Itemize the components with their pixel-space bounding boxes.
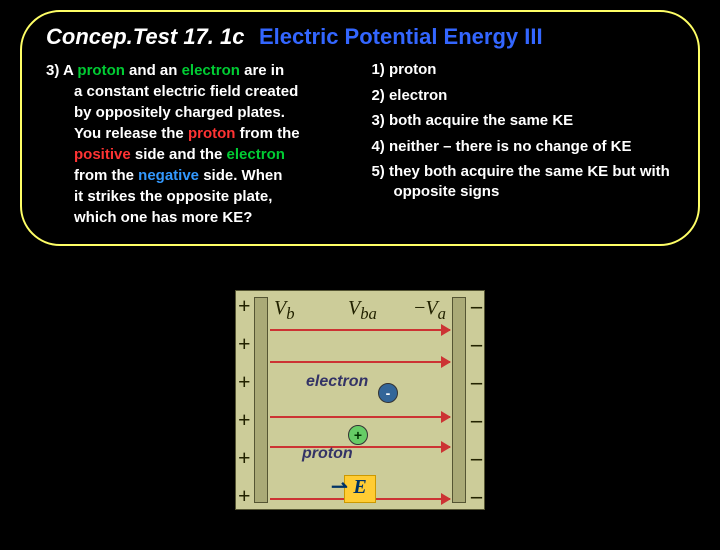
e-letter: E <box>353 476 366 498</box>
q-mid2: are in <box>240 62 284 79</box>
q-electron2: electron <box>227 146 285 163</box>
proton-label: proton <box>302 445 353 463</box>
va-label: −Va <box>414 297 446 324</box>
title-right: Electric Potential Energy III <box>259 24 543 49</box>
vba-label: Vba <box>348 297 377 324</box>
q-negative: negative <box>138 167 199 184</box>
question-box: Concep.Test 17. 1c Electric Potential En… <box>20 10 700 246</box>
electron-label: electron <box>306 373 368 391</box>
q-electron: electron <box>182 62 240 79</box>
plus-charge: + <box>238 407 251 433</box>
q-line1: a constant electric field created <box>74 83 298 100</box>
capacitor-diagram: + + + + + + – – – – – – Vb Vba −Va elect… <box>235 290 485 540</box>
q-mid1: and an <box>125 62 182 79</box>
field-line <box>270 329 450 331</box>
proton-particle: + <box>348 425 368 445</box>
q-positive: positive <box>74 146 131 163</box>
vb-sub: b <box>286 304 294 323</box>
plus-charge: + <box>238 293 251 319</box>
plus-charge: + <box>238 483 251 509</box>
q-line5b: side. When <box>203 167 282 184</box>
e-field-box: ⇀ E <box>344 475 376 503</box>
q-line2: by oppositely charged plates. <box>74 104 285 121</box>
answer-1: 1) proton <box>371 60 674 80</box>
q-line3b: from the <box>240 125 300 142</box>
q-lead: 3) A <box>46 62 77 79</box>
minus-charge: – <box>471 331 482 357</box>
electron-particle: - <box>378 383 398 403</box>
answer-2: 2) electron <box>371 86 674 106</box>
plus-charge: + <box>238 445 251 471</box>
minus-charge: – <box>471 445 482 471</box>
field-line <box>270 446 450 448</box>
minus-charge: – <box>471 369 482 395</box>
question-text: 3) A proton and an electron are in a con… <box>46 60 347 228</box>
left-plate <box>254 297 268 503</box>
minus-charge: – <box>471 483 482 509</box>
minus-charge: – <box>471 293 482 319</box>
q-line7: which one has more KE? <box>74 209 252 226</box>
q-line3a: You release the <box>74 125 188 142</box>
answer-4: 4) neither – there is no change of KE <box>371 137 674 157</box>
title-row: Concep.Test 17. 1c Electric Potential En… <box>46 24 674 50</box>
va-v: V <box>425 297 437 319</box>
answers-list: 1) proton 2) electron 3) both acquire th… <box>371 60 674 228</box>
vba-sub: ba <box>360 304 377 323</box>
plus-charge: + <box>238 369 251 395</box>
q-line5a: from the <box>74 167 138 184</box>
field-line <box>270 361 450 363</box>
answer-5: 5) they both acquire the same KE but wit… <box>371 162 674 201</box>
field-line <box>270 416 450 418</box>
plus-charge: + <box>238 331 251 357</box>
capacitor-body: + + + + + + – – – – – – Vb Vba −Va elect… <box>235 290 485 510</box>
vb-v: V <box>274 297 286 319</box>
right-plate <box>452 297 466 503</box>
va-sub: a <box>438 304 446 323</box>
q-line6: it strikes the opposite plate, <box>74 188 272 205</box>
answer-3: 3) both acquire the same KE <box>371 111 674 131</box>
q-line4a: side and the <box>135 146 227 163</box>
content-row: 3) A proton and an electron are in a con… <box>46 60 674 228</box>
vb-label: Vb <box>274 297 295 324</box>
vba-v: V <box>348 297 360 319</box>
q-proton: proton <box>77 62 124 79</box>
minus-charge: – <box>471 407 482 433</box>
q-proton2: proton <box>188 125 235 142</box>
title-left: Concep.Test 17. 1c <box>46 24 244 49</box>
